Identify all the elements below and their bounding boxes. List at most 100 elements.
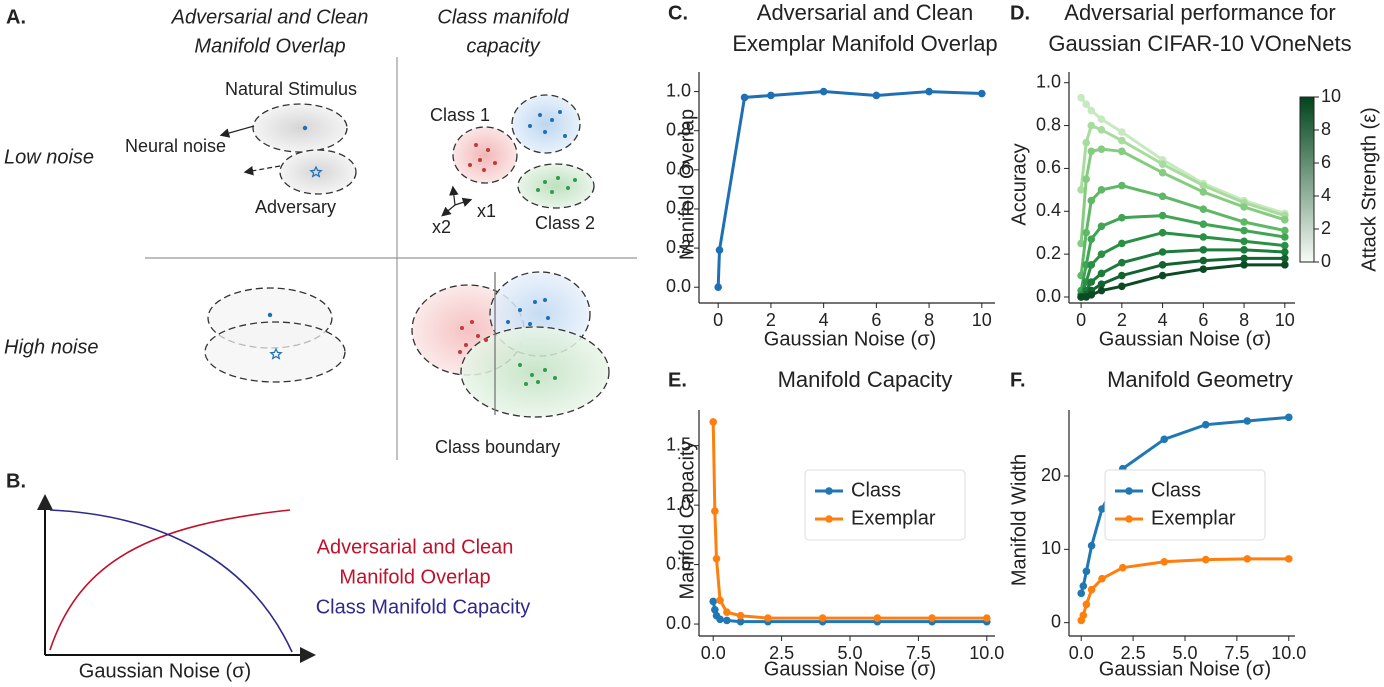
- annotation: x2: [432, 217, 451, 237]
- data-point: [711, 605, 719, 614]
- data-point: [740, 93, 749, 102]
- data-point: [1158, 211, 1167, 220]
- y-tick-label: 1.5: [666, 434, 691, 454]
- data-point: [1118, 181, 1126, 190]
- data-point: [1098, 574, 1106, 583]
- series-line: [716, 90, 982, 288]
- data-point: [1097, 186, 1106, 194]
- legend-box: [804, 469, 966, 541]
- data-point: [1077, 186, 1085, 194]
- data-point: [1087, 585, 1096, 594]
- data-point: [1118, 271, 1126, 280]
- data-point: [1199, 246, 1208, 254]
- data-point: [1158, 261, 1167, 269]
- concept-curve: [49, 509, 293, 653]
- data-point: [1118, 128, 1126, 136]
- legend-swatch: [825, 515, 833, 523]
- data-point: [1201, 555, 1210, 564]
- x-tick-label: 10.0: [969, 643, 1004, 663]
- chart-title: Adversarial and Clean: [757, 0, 973, 25]
- data-point: [819, 87, 828, 96]
- data-point: [1087, 121, 1096, 130]
- class-manifold: [452, 126, 518, 184]
- data-point: [714, 283, 722, 292]
- data-point: [1281, 216, 1289, 224]
- y-tick-label: 1.0: [666, 80, 691, 100]
- column-header: Adversarial and Clean: [171, 6, 369, 28]
- data-point: [1158, 248, 1167, 256]
- data-point: [1281, 233, 1289, 241]
- colorbar-label: Attack Strength (ε): [1358, 107, 1380, 272]
- data-point: [1097, 286, 1106, 295]
- data-point: [1240, 237, 1248, 246]
- data-point: [1199, 233, 1208, 241]
- y-tick-label: 1.0: [666, 494, 691, 514]
- data-point: [1240, 203, 1248, 211]
- y-tick-label: 10: [1041, 538, 1061, 558]
- series-line: [1079, 96, 1286, 215]
- x-tick-label: 0.0: [1069, 643, 1094, 663]
- x-tick-label: 7.5: [906, 643, 931, 663]
- x-tick-label: 10.0: [1271, 643, 1306, 663]
- panel-label: B.: [6, 470, 26, 492]
- class-points: [468, 143, 497, 172]
- data-point: [1199, 220, 1208, 228]
- annotation: Class 1: [430, 105, 490, 125]
- chart-title: Adversarial performance for: [1064, 0, 1335, 25]
- data-point: [925, 87, 933, 96]
- y-tick-label: 0.6: [666, 159, 691, 179]
- y-axis-label: Manifold Capacity: [676, 441, 698, 600]
- data-point: [1087, 147, 1096, 156]
- data-point: [978, 89, 986, 98]
- y-tick-label: 0.8: [1036, 114, 1061, 134]
- concept-curve: [49, 509, 291, 651]
- data-point: [1098, 505, 1106, 513]
- data-point: [709, 597, 718, 606]
- stimulus-point: [267, 312, 273, 318]
- data-point: [1281, 261, 1289, 269]
- data-point: [1160, 435, 1169, 444]
- data-point: [1158, 192, 1167, 201]
- data-point: [873, 614, 882, 622]
- data-point: [1281, 248, 1289, 256]
- x-tick-label: 2: [1117, 310, 1127, 330]
- y-tick-label: 0.8: [666, 119, 691, 139]
- y-tick-label: 0.0: [666, 276, 691, 296]
- x-tick-label: 6: [1198, 310, 1208, 330]
- y-tick-label: 0.6: [1036, 157, 1061, 177]
- data-point: [1158, 168, 1167, 177]
- data-point: [1097, 222, 1106, 231]
- class-manifold: [460, 326, 610, 418]
- x-tick-label: 10: [972, 310, 992, 330]
- data-point: [712, 554, 721, 563]
- x-tick-label: 6: [871, 310, 881, 330]
- data-point: [1199, 205, 1208, 213]
- data-point: [767, 91, 775, 100]
- legend-swatch: [1125, 515, 1133, 523]
- stimulus-point: [302, 125, 308, 131]
- class-manifold: [517, 163, 595, 209]
- class-points: [528, 110, 567, 138]
- colorbar-tick-label: 2: [1321, 218, 1331, 238]
- x-tick-label: 0: [713, 310, 723, 330]
- coordinate-axes: [441, 185, 473, 217]
- data-point: [1118, 147, 1126, 156]
- y-tick-label: 0.4: [1036, 200, 1061, 220]
- y-tick-label: 0: [1051, 611, 1061, 631]
- data-point: [1087, 541, 1096, 550]
- data-point: [1243, 555, 1252, 563]
- annotation: Natural Stimulus: [225, 79, 357, 99]
- data-point: [1199, 256, 1208, 265]
- legend-label: Class: [1151, 479, 1201, 501]
- data-point: [1118, 282, 1126, 291]
- x-axis-label: Gaussian Noise (σ): [1099, 328, 1271, 350]
- data-point: [872, 91, 881, 100]
- panel-a: A. Adversarial and Clean Manifold Overla…: [4, 6, 637, 460]
- x-axis-label: Gaussian Noise (σ): [1099, 658, 1271, 680]
- class-points: [536, 176, 577, 194]
- data-point: [716, 615, 724, 624]
- data-point: [1243, 417, 1252, 425]
- arrow: [243, 165, 281, 176]
- data-point: [1082, 228, 1091, 237]
- colorbar-tick-label: 10: [1321, 86, 1341, 106]
